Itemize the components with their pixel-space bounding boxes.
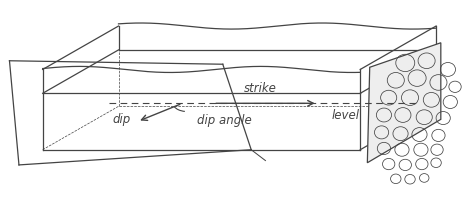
Polygon shape xyxy=(367,43,441,163)
Text: level: level xyxy=(332,109,360,122)
Text: dip: dip xyxy=(112,113,130,126)
Text: strike: strike xyxy=(244,82,277,95)
Text: dip angle: dip angle xyxy=(197,114,252,127)
